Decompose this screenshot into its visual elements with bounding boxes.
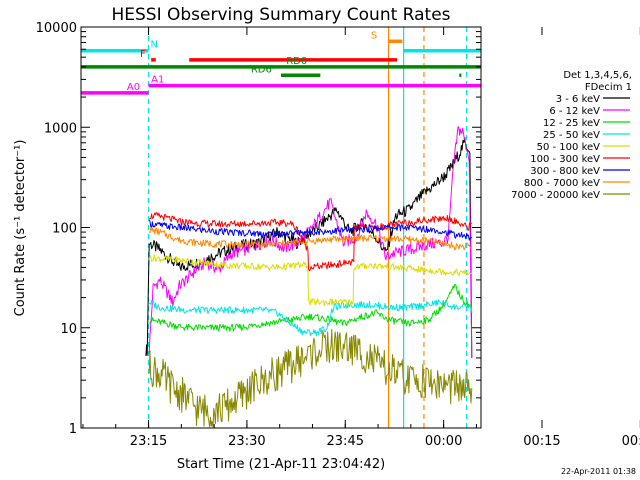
x-tick-label-1: 23:30 xyxy=(228,434,265,449)
series-line-4 xyxy=(148,299,473,337)
y-tick-label-3: 1000 xyxy=(44,121,77,136)
series-line-5 xyxy=(148,254,472,306)
legend-label-1: 3 - 6 keV xyxy=(556,94,600,105)
flag-label-n: N xyxy=(151,40,158,51)
series-line-6 xyxy=(148,212,472,272)
chart-title: HESSI Observing Summary Count Rates xyxy=(111,5,450,25)
footer-timestamp: 22-Apr-2011 01:38 xyxy=(561,467,636,476)
x-tick-label-3: 00:00 xyxy=(425,434,462,449)
flag-label-rd6: RD6 xyxy=(251,64,272,75)
flag-label-a0: A0 xyxy=(127,82,140,93)
series-line-9 xyxy=(148,328,473,428)
legend-header-0: Det 1,3,4,5,6, xyxy=(563,70,632,81)
series-line-7 xyxy=(148,219,473,241)
legend-label-3: 12 - 25 keV xyxy=(543,118,600,129)
x-tick-label-5: 00:30 xyxy=(622,434,640,449)
x-tick-label-0: 23:15 xyxy=(130,434,167,449)
x-tick-label-2: 23:45 xyxy=(327,434,364,449)
y-tick-label-4: 10000 xyxy=(36,21,77,36)
legend-label-8: 800 - 7000 keV xyxy=(524,178,600,189)
flag-label-a1: A1 xyxy=(151,75,164,86)
legend-header-1: FDecim 1 xyxy=(585,82,632,93)
y-axis-label: Count Rate (s⁻¹ detector⁻¹) xyxy=(13,140,28,317)
flag-label-f: F xyxy=(140,49,146,60)
flag-label-rd0: RD0 xyxy=(286,56,307,67)
y-tick-label-0: 1 xyxy=(69,422,77,437)
axes: 23:15 23:30 23:45 00:00 00:15 00:30 1 10 100 1000… xyxy=(36,21,640,449)
legend-label-5: 50 - 100 keV xyxy=(537,142,601,153)
legend-label-7: 300 - 800 keV xyxy=(530,166,600,177)
legend-label-4: 25 - 50 keV xyxy=(543,130,600,141)
x-axis-label: Start Time (21-Apr-11 23:04:42) xyxy=(177,457,385,472)
series-line-8 xyxy=(149,226,473,251)
series-line-3 xyxy=(149,283,473,332)
legend-label-2: 6 - 12 keV xyxy=(549,106,600,117)
series-line-2 xyxy=(148,126,473,358)
legend-label-9: 7000 - 20000 keV xyxy=(511,190,600,201)
plot-area: NF S RD0 RD6 A0 A1 xyxy=(81,27,481,428)
y-tick-label-1: 10 xyxy=(60,322,77,337)
legend-label-6: 100 - 300 keV xyxy=(530,154,600,165)
y-tick-label-2: 100 xyxy=(52,222,77,237)
flag-label-s: S xyxy=(371,30,377,41)
x-tick-label-4: 00:15 xyxy=(523,434,560,449)
